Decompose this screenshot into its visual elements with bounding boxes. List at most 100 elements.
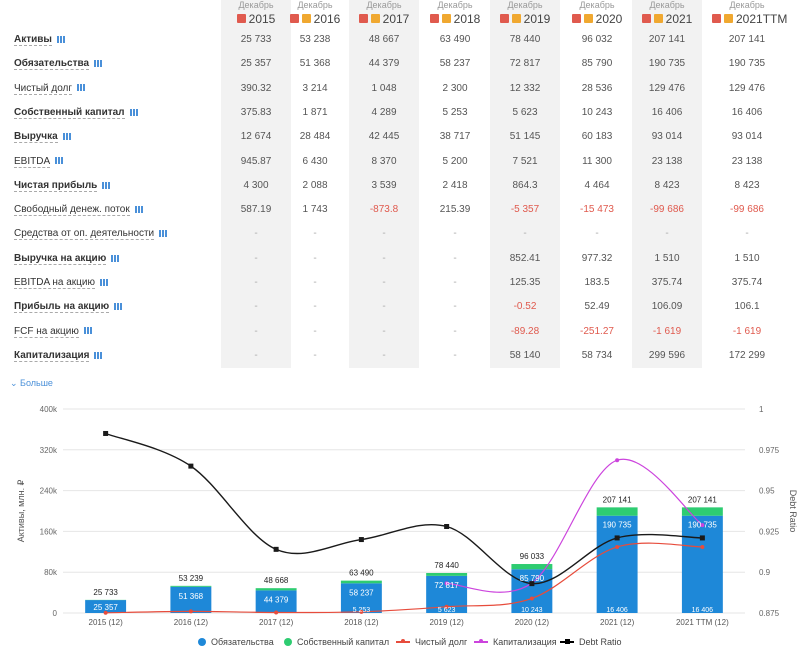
bar-chart-icon[interactable]: [134, 205, 143, 213]
column-year: 2016: [289, 12, 340, 26]
table-cell: 12 674: [240, 131, 272, 143]
column-header[interactable]: Декабрь 2017: [349, 0, 419, 28]
more-link-label[interactable]: Больше: [20, 378, 53, 388]
table-cell: 7 521: [512, 155, 538, 167]
more-link[interactable]: ⌄ Больше: [10, 378, 53, 388]
market-cap-point: [615, 458, 620, 463]
financial-chart: 0 80k 160k 240k 320k 400k 0.875 0.9 0.925 0.95 0.9…: [16, 405, 798, 627]
legend-debt-ratio[interactable]: Debt Ratio: [560, 637, 622, 647]
row-label[interactable]: Собственный капитал: [14, 106, 138, 119]
row-label[interactable]: Чистая прибыль: [14, 179, 111, 192]
table-cell: -: [745, 228, 749, 240]
equity-bar: [511, 564, 553, 570]
table-cell: -: [254, 252, 258, 264]
net-debt-point: [103, 610, 108, 615]
net-debt-line: [105, 542, 703, 614]
row-label-text: Выручка на акцию: [14, 252, 107, 265]
pdf-report-icon[interactable]: [236, 14, 246, 23]
bar-chart-icon[interactable]: [62, 133, 71, 141]
row-label-text: Чистая прибыль: [14, 179, 98, 192]
report-icon[interactable]: [301, 14, 311, 23]
bar-chart-icon[interactable]: [102, 181, 111, 189]
net-debt-point: [444, 604, 449, 609]
column-header[interactable]: Декабрь 2019: [490, 0, 560, 28]
liabilities-bar: [596, 515, 638, 613]
report-icon[interactable]: [441, 14, 451, 23]
column-header[interactable]: Декабрь 2018: [420, 0, 490, 28]
table-cell: 16 406: [651, 106, 683, 118]
report-icon[interactable]: [511, 14, 521, 23]
debt-ratio-point: [529, 581, 535, 587]
row-label-text: EBITDA: [14, 155, 51, 168]
report-icon[interactable]: [370, 14, 380, 23]
row-label[interactable]: Выручка на акцию: [14, 252, 120, 265]
table-cell: 190 735: [728, 58, 766, 70]
row-label-text: Обязательства: [14, 58, 90, 71]
bar-chart-icon[interactable]: [114, 303, 123, 311]
pdf-report-icon[interactable]: [641, 14, 651, 23]
report-icon[interactable]: [653, 14, 663, 23]
pdf-report-icon[interactable]: [358, 14, 368, 23]
table-cell: -: [453, 228, 457, 240]
column-shade: [490, 0, 560, 368]
legend-dot-icon: [198, 638, 206, 646]
row-label[interactable]: Активы: [14, 34, 65, 46]
row-label[interactable]: Капитализация: [14, 349, 103, 362]
legend-market-cap[interactable]: Капитализация: [474, 637, 557, 647]
table-cell: 3 214: [302, 82, 328, 94]
row-label[interactable]: Выручка: [14, 131, 71, 144]
bar-chart-icon[interactable]: [83, 327, 92, 335]
row-label[interactable]: Чистый долг: [14, 82, 86, 95]
y2-tick-label: 0.875: [759, 609, 780, 618]
pdf-report-icon[interactable]: [289, 14, 299, 23]
liabilities-label: 72 817: [434, 581, 459, 590]
pdf-report-icon[interactable]: [571, 14, 581, 23]
bar-chart-icon[interactable]: [94, 60, 103, 68]
legend-equity[interactable]: Собственный капитал: [284, 637, 389, 647]
equity-bar: [255, 588, 297, 591]
row-label[interactable]: Обязательства: [14, 58, 103, 71]
liabilities-bar: [85, 600, 127, 613]
bar-chart-icon[interactable]: [159, 230, 168, 238]
table-cell: -0.52: [513, 301, 537, 313]
liabilities-bar: [255, 590, 297, 613]
bar-chart-icon[interactable]: [129, 108, 138, 116]
row-label[interactable]: Средства от оп. деятельности: [14, 228, 168, 241]
total-label: 25 733: [93, 588, 118, 597]
table-cell: 215.39: [439, 204, 471, 216]
table-cell: -: [453, 325, 457, 337]
column-header[interactable]: Декабрь 2016: [280, 0, 350, 28]
table-cell: 299 596: [648, 349, 686, 361]
table-cell: -: [313, 252, 317, 264]
legend-net-debt[interactable]: Чистый долг: [396, 637, 467, 647]
bar-chart-icon[interactable]: [99, 278, 108, 286]
table-cell: 864.3: [512, 179, 538, 191]
report-icon[interactable]: [724, 14, 733, 23]
table-cell: 8 423: [654, 179, 680, 191]
pdf-report-icon[interactable]: [712, 14, 721, 23]
column-header[interactable]: Декабрь 2021: [632, 0, 702, 28]
bar-chart-icon[interactable]: [77, 84, 86, 92]
pdf-report-icon[interactable]: [429, 14, 439, 23]
legend-liabilities[interactable]: Обязательства: [198, 637, 274, 647]
bar-chart-icon[interactable]: [55, 157, 64, 165]
column-header[interactable]: Декабрь 2020: [562, 0, 632, 28]
row-label-text: Выручка: [14, 131, 58, 144]
row-label[interactable]: FCF на акцию: [14, 325, 92, 338]
table-cell: 5 200: [442, 155, 468, 167]
column-header[interactable]: Декабрь 2015: [221, 0, 291, 28]
bar-chart-icon[interactable]: [56, 35, 65, 43]
y2-tick-label: 0.975: [759, 446, 780, 455]
bar-chart-icon[interactable]: [111, 254, 120, 262]
column-header[interactable]: Декабрь 2021TTM: [712, 0, 787, 28]
table-cell: 93 014: [731, 131, 763, 143]
row-label[interactable]: EBITDA: [14, 155, 64, 168]
table-cell: -251.27: [580, 325, 614, 337]
pdf-report-icon[interactable]: [499, 14, 509, 23]
legend-label: Собственный капитал: [297, 637, 390, 647]
bar-chart-icon[interactable]: [94, 351, 103, 359]
row-label[interactable]: Свободный денеж. поток: [14, 204, 143, 217]
row-label[interactable]: EBITDA на акцию: [14, 277, 108, 289]
report-icon[interactable]: [583, 14, 593, 23]
row-label[interactable]: Прибыль на акцию: [14, 301, 123, 314]
